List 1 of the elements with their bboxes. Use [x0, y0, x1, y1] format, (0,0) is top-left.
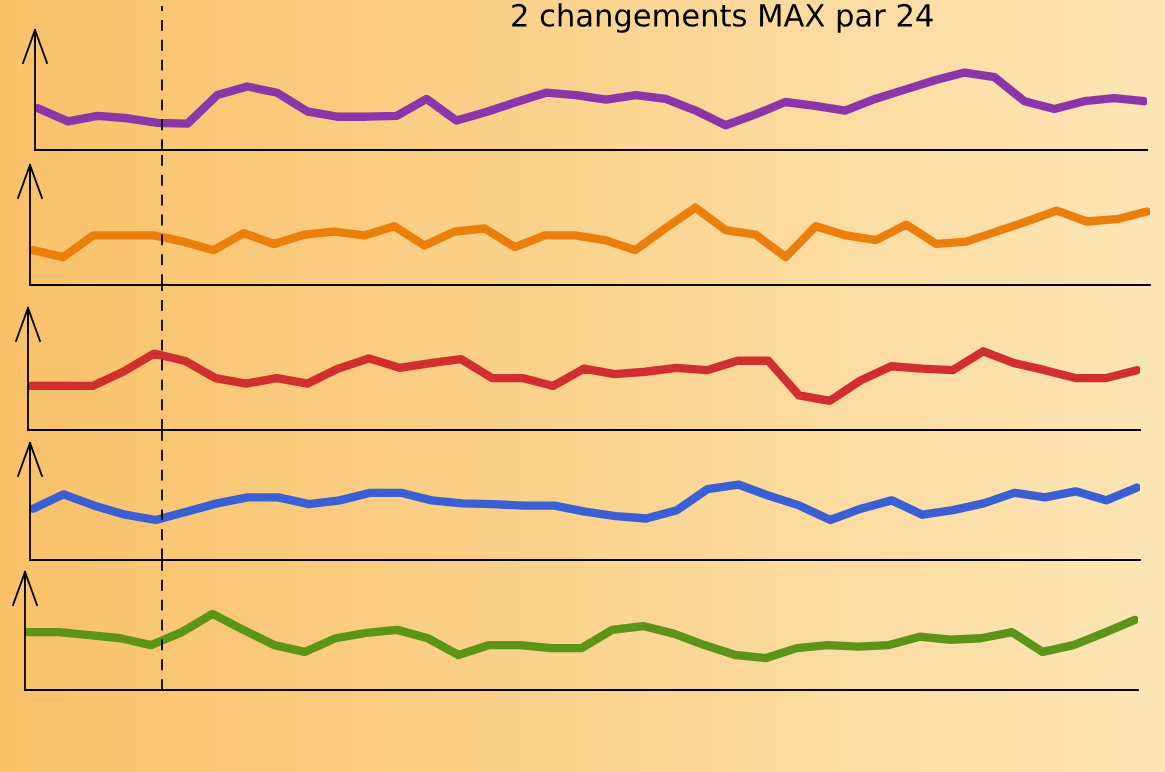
chart-title: 2 changements MAX par 24 — [512, 3, 933, 33]
